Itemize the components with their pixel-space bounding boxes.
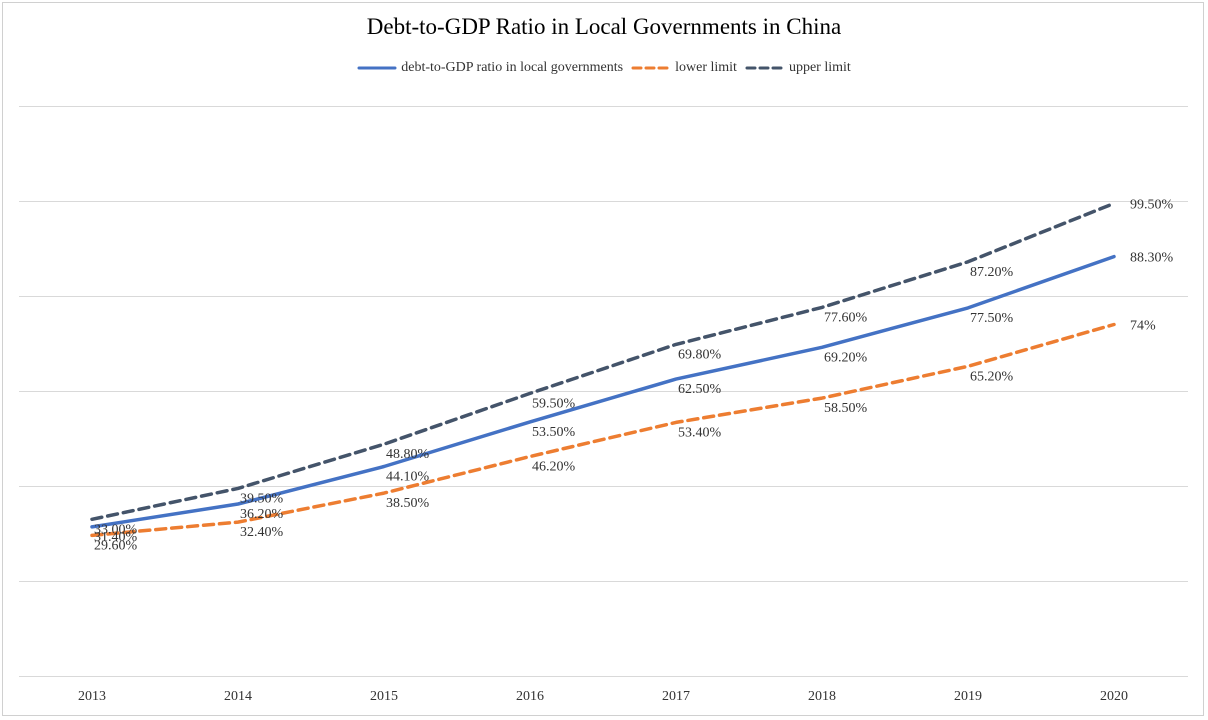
data-label-series-1: 44.10% (386, 470, 430, 485)
data-label-series-1: 62.50% (678, 382, 722, 397)
data-label-series-2: 65.20% (970, 369, 1014, 384)
data-label-series-1: 69.20% (824, 350, 868, 365)
x-tick-label: 2020 (1100, 689, 1128, 704)
x-tick-label: 2018 (808, 689, 836, 704)
data-label-series-1: 31.40% (94, 530, 138, 545)
data-label-series-3: 77.60% (824, 310, 868, 325)
data-label-series-1: 53.50% (532, 425, 576, 440)
series-line-2 (90, 322, 1116, 538)
data-label-series-3: 69.80% (678, 347, 722, 362)
legend-swatch-series-2 (631, 66, 671, 70)
legend-item-series-1: debt-to-GDP ratio in local governments (357, 60, 623, 76)
data-label-series-2: 46.20% (532, 460, 576, 475)
x-tick-label: 2013 (78, 689, 106, 704)
series-line-1 (90, 254, 1116, 529)
legend-label-series-2: lower limit (675, 60, 737, 75)
data-label-series-1: 77.50% (970, 311, 1014, 326)
data-label-series-3: 99.50% (1130, 197, 1174, 212)
data-label-series-2: 58.50% (824, 401, 868, 416)
data-label-series-3: 59.50% (532, 396, 576, 411)
x-tick-label: 2014 (224, 689, 252, 704)
legend-item-series-2: lower limit (631, 60, 737, 76)
legend-label-series-1: debt-to-GDP ratio in local governments (401, 60, 624, 75)
data-label-series-1: 88.30% (1130, 251, 1174, 266)
data-label-series-3: 39.50% (240, 491, 284, 506)
data-label-series-2: 32.40% (240, 525, 284, 540)
legend-swatch-series-1 (357, 66, 397, 70)
x-tick-label: 2016 (516, 689, 544, 704)
x-tick-label: 2019 (954, 689, 982, 704)
data-label-series-3: 48.80% (386, 447, 430, 462)
legend: debt-to-GDP ratio in local governments l… (0, 60, 1208, 76)
data-label-series-2: 53.40% (678, 425, 722, 440)
x-tick-label: 2017 (662, 689, 690, 704)
data-label-series-3: 33.00% (94, 522, 138, 537)
chart-title: Debt-to-GDP Ratio in Local Governments i… (366, 14, 842, 39)
data-label-series-2: 29.60% (94, 538, 138, 553)
legend-item-series-3: upper limit (745, 60, 851, 76)
data-label-series-1: 36.20% (240, 507, 284, 522)
data-label-series-3: 87.20% (970, 265, 1014, 280)
legend-swatch-series-3 (745, 66, 785, 70)
series-line-3 (90, 201, 1116, 522)
x-tick-label: 2015 (370, 689, 398, 704)
legend-label-series-3: upper limit (788, 60, 851, 75)
data-label-series-2: 74% (1130, 319, 1156, 334)
data-label-series-2: 38.50% (386, 496, 430, 511)
